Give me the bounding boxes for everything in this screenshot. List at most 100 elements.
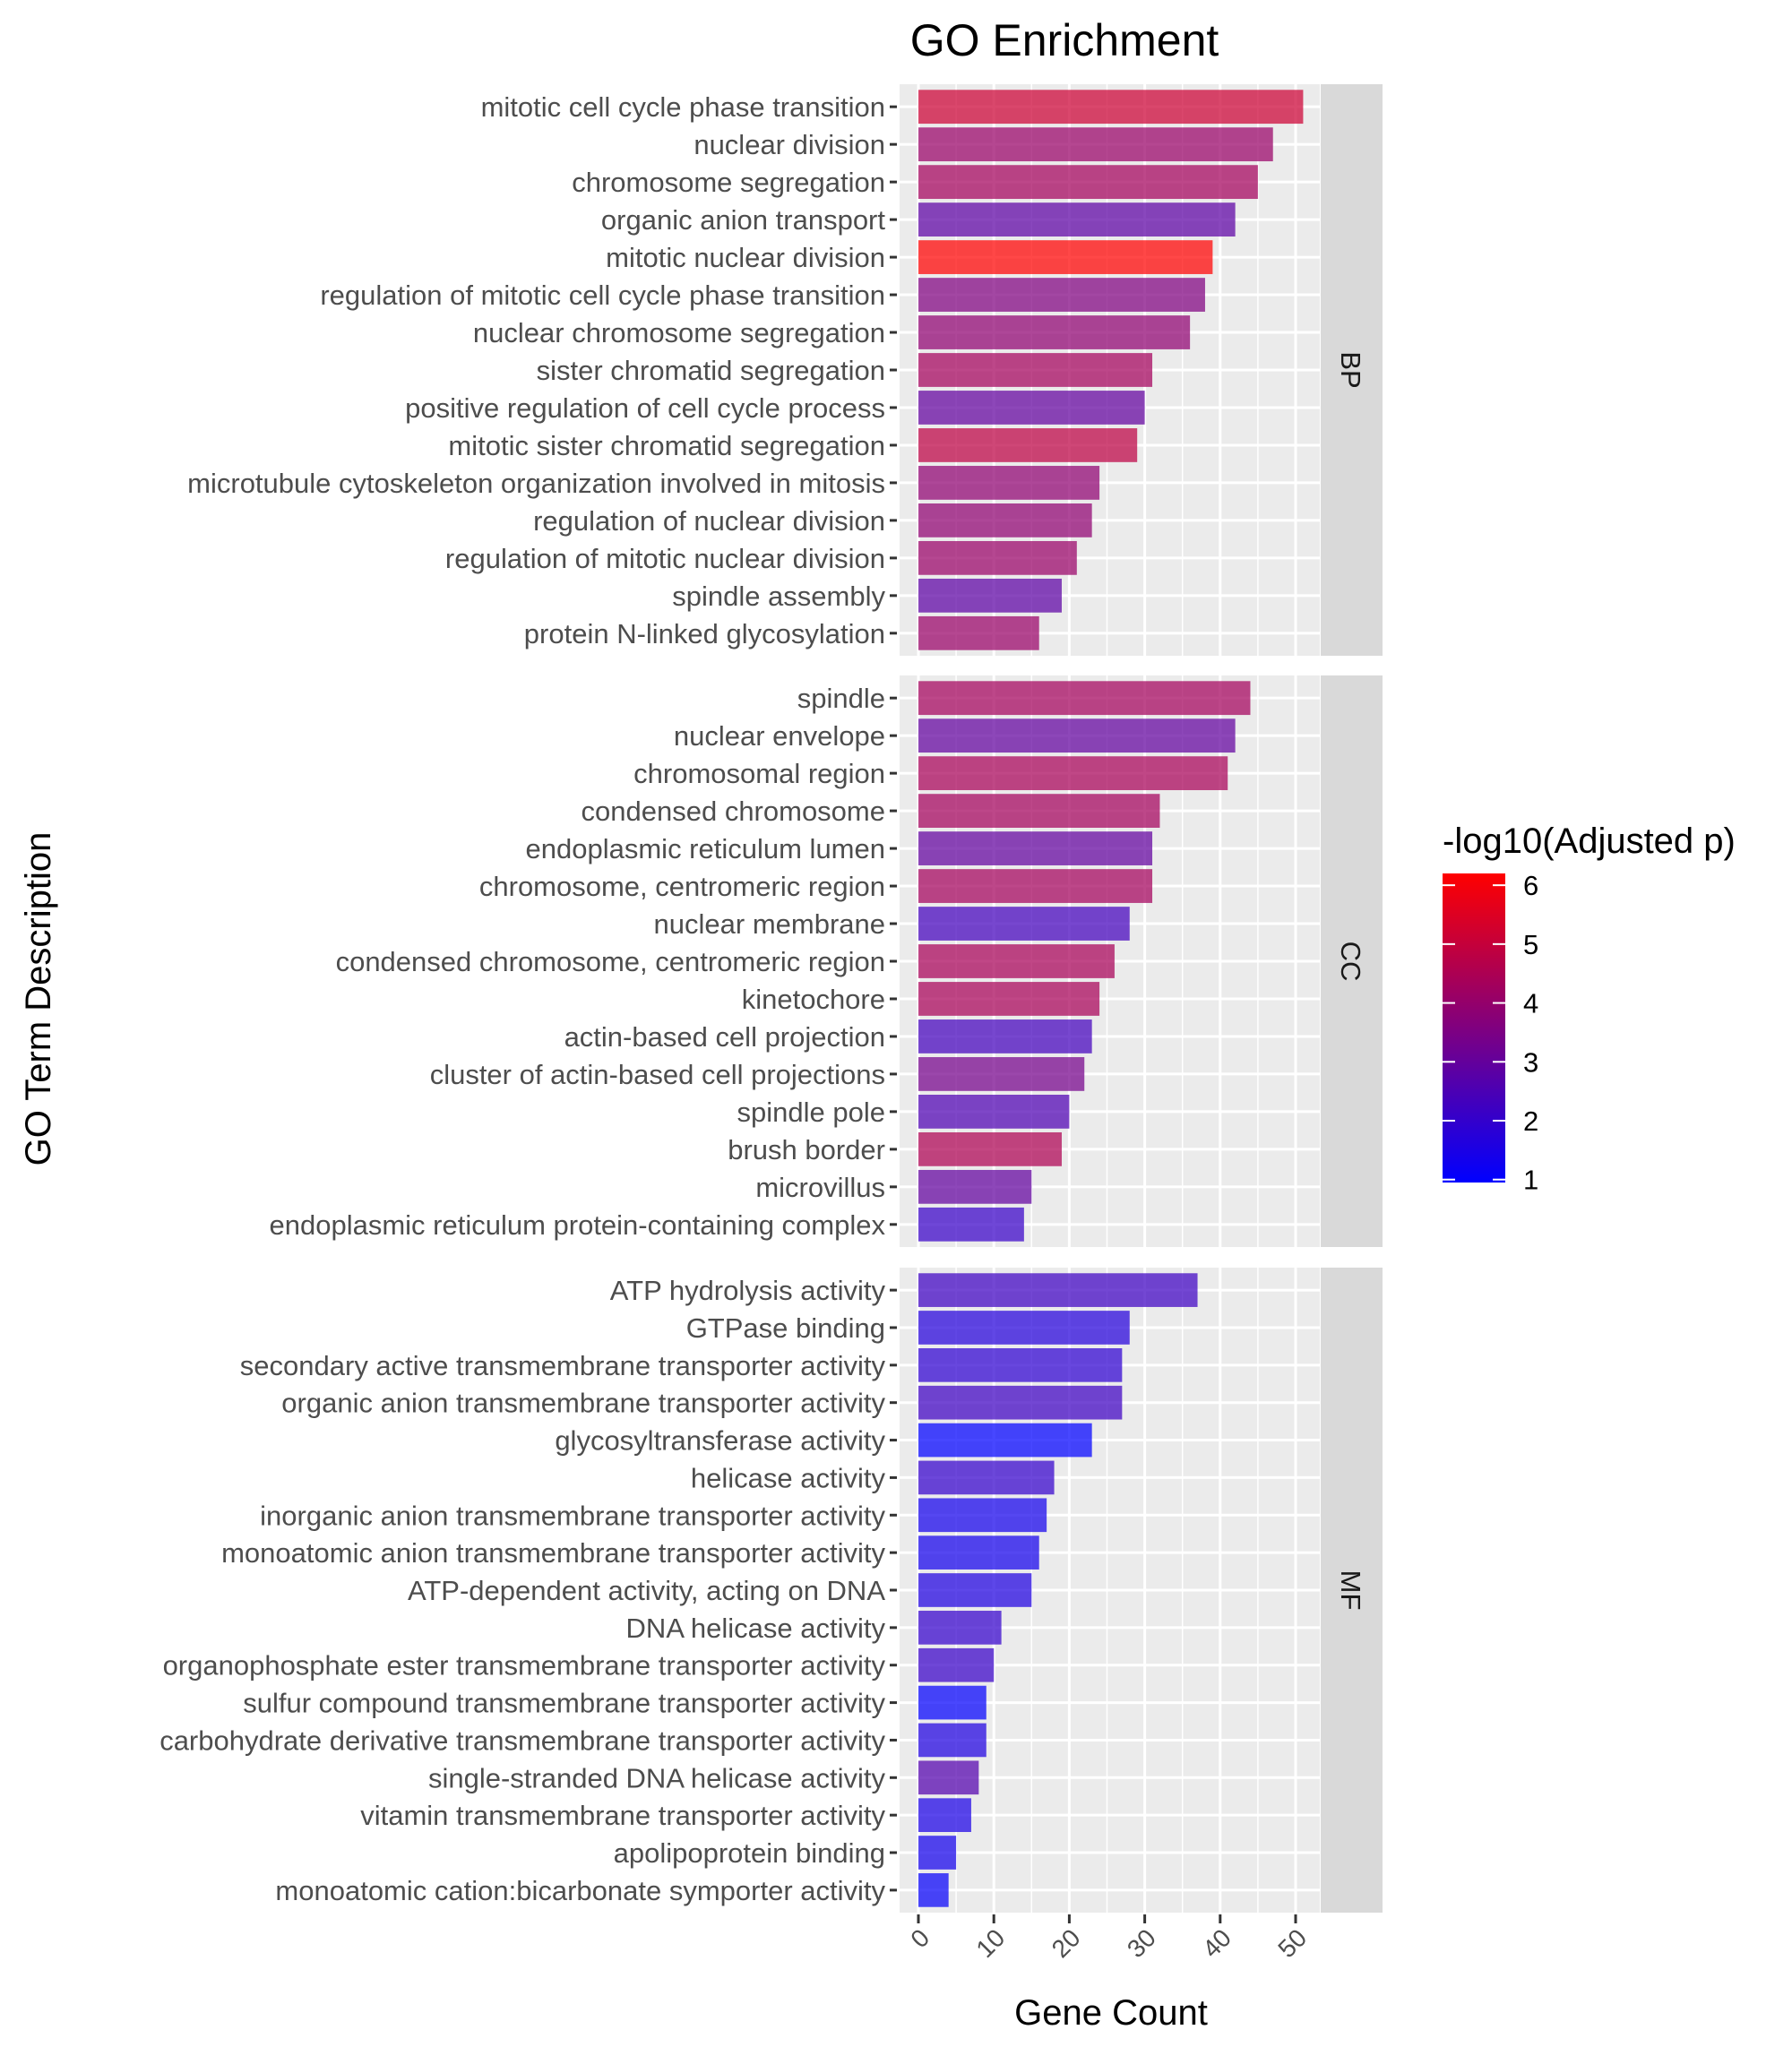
bar xyxy=(918,869,1153,903)
x-tick-label: 20 xyxy=(1047,1923,1086,1963)
x-tick-label: 40 xyxy=(1197,1923,1236,1963)
bar xyxy=(918,794,1160,828)
bar xyxy=(918,578,1062,613)
bar xyxy=(918,353,1153,387)
facet-strip xyxy=(1321,675,1383,1247)
facet-strip xyxy=(1321,1268,1383,1913)
bar xyxy=(918,1535,1039,1570)
bar xyxy=(918,1798,971,1832)
category-label: regulation of nuclear division xyxy=(533,505,885,537)
bar xyxy=(918,1207,1024,1242)
category-label: organic anion transport xyxy=(601,204,885,236)
bar xyxy=(918,1385,1123,1420)
facet-panel-cc: spindle nuclear envelope chromosomal regio… xyxy=(269,675,1383,1247)
bar xyxy=(918,165,1258,200)
category-label: chromosome segregation xyxy=(572,167,885,198)
y-axis-title: GO Term Description xyxy=(19,832,58,1166)
legend-tick-label: 1 xyxy=(1523,1165,1538,1196)
category-label: sulfur compound transmembrane transporte… xyxy=(243,1688,885,1719)
bar xyxy=(918,278,1205,312)
category-label: microtubule cytoskeleton organization in… xyxy=(187,468,885,499)
category-label: nuclear chromosome segregation xyxy=(473,317,885,348)
bar xyxy=(918,428,1138,462)
category-label: endoplasmic reticulum lumen xyxy=(526,833,885,864)
bar xyxy=(918,1873,949,1907)
bar xyxy=(918,202,1236,237)
bar xyxy=(918,1760,979,1795)
bar xyxy=(918,540,1077,575)
bar xyxy=(918,1573,1032,1607)
bar xyxy=(918,1273,1198,1307)
legend-tick-label: 2 xyxy=(1523,1105,1538,1137)
x-axis: 0 10 20 30 40 50 xyxy=(905,1914,1312,1963)
bar xyxy=(918,1723,986,1758)
category-label: ATP-dependent activity, acting on DNA xyxy=(408,1575,885,1606)
category-label: monoatomic anion transmembrane transport… xyxy=(221,1537,885,1569)
category-label: condensed chromosome, centromeric region xyxy=(336,946,885,977)
x-tick-label: 0 xyxy=(905,1923,935,1953)
category-label: chromosomal region xyxy=(633,758,885,789)
category-label: kinetochore xyxy=(742,984,885,1015)
category-label: apolipoprotein binding xyxy=(614,1837,885,1869)
facet-panel-bp: mitotic cell cycle phase transition nucle… xyxy=(187,84,1383,656)
category-label: DNA helicase activity xyxy=(626,1613,886,1644)
bar xyxy=(918,615,1039,650)
category-label: mitotic sister chromatid segregation xyxy=(448,430,885,461)
bar xyxy=(918,1611,1002,1645)
bar xyxy=(918,907,1130,941)
category-label: carbohydrate derivative transmembrane tr… xyxy=(159,1724,885,1756)
category-label: spindle assembly xyxy=(672,581,885,612)
bar xyxy=(918,1423,1092,1458)
category-label: sister chromatid segregation xyxy=(537,355,885,386)
bar xyxy=(918,718,1236,753)
category-label: nuclear membrane xyxy=(654,908,885,940)
category-label: positive regulation of cell cycle proces… xyxy=(405,392,885,424)
bar xyxy=(918,1057,1085,1091)
chart-title: GO Enrichment xyxy=(910,15,1219,65)
category-label: condensed chromosome xyxy=(582,796,885,827)
category-label: monoatomic cation:bicarbonate symporter … xyxy=(275,1875,885,1906)
category-label: organophosphate ester transmembrane tran… xyxy=(163,1650,886,1681)
facet-strip-label: BP xyxy=(1335,351,1366,388)
category-label: cluster of actin-based cell projections xyxy=(430,1059,885,1090)
bar xyxy=(918,466,1100,500)
x-tick-label: 30 xyxy=(1122,1923,1161,1963)
bar xyxy=(918,681,1251,716)
bar xyxy=(918,944,1115,978)
category-label: actin-based cell projection xyxy=(564,1021,885,1053)
legend-title: -log10(Adjusted p) xyxy=(1443,821,1736,861)
facet-strip xyxy=(1321,84,1383,656)
category-label: secondary active transmembrane transport… xyxy=(240,1350,886,1381)
category-label: organic anion transmembrane transporter … xyxy=(281,1388,885,1419)
bar xyxy=(918,1348,1123,1382)
bar xyxy=(918,391,1145,425)
x-tick-label: 50 xyxy=(1272,1923,1312,1963)
category-label: endoplasmic reticulum protein-containing… xyxy=(269,1209,885,1241)
bar xyxy=(918,982,1100,1016)
bar xyxy=(918,1095,1070,1129)
legend-ticks: 1 2 3 4 5 6 xyxy=(1443,870,1538,1196)
category-label: brush border xyxy=(728,1134,885,1165)
x-tick-label: 10 xyxy=(970,1923,1010,1963)
category-label: glycosyltransferase activity xyxy=(555,1425,885,1457)
category-label: protein N-linked glycosylation xyxy=(524,618,885,649)
x-axis-title: Gene Count xyxy=(1014,1993,1208,2033)
legend-colorbar xyxy=(1443,873,1505,1183)
bar xyxy=(918,756,1228,791)
facet-panel-mf: ATP hydrolysis activity GTPase binding sec… xyxy=(159,1268,1383,1913)
category-label: regulation of mitotic nuclear division xyxy=(445,543,885,574)
bar xyxy=(918,1836,957,1870)
bar xyxy=(918,1311,1130,1345)
category-label: microvillus xyxy=(755,1172,885,1203)
category-label: helicase activity xyxy=(691,1462,886,1493)
bar xyxy=(918,127,1273,162)
category-label: regulation of mitotic cell cycle phase t… xyxy=(320,280,885,311)
legend-tick-label: 6 xyxy=(1523,870,1538,901)
category-label: mitotic cell cycle phase transition xyxy=(481,91,885,123)
bar xyxy=(918,1169,1032,1204)
bar xyxy=(918,831,1153,865)
category-label: single-stranded DNA helicase activity xyxy=(428,1762,886,1793)
facet-strip-label: CC xyxy=(1335,942,1366,982)
bar xyxy=(918,90,1304,125)
facet-panels: mitotic cell cycle phase transition nucle… xyxy=(159,84,1383,1913)
